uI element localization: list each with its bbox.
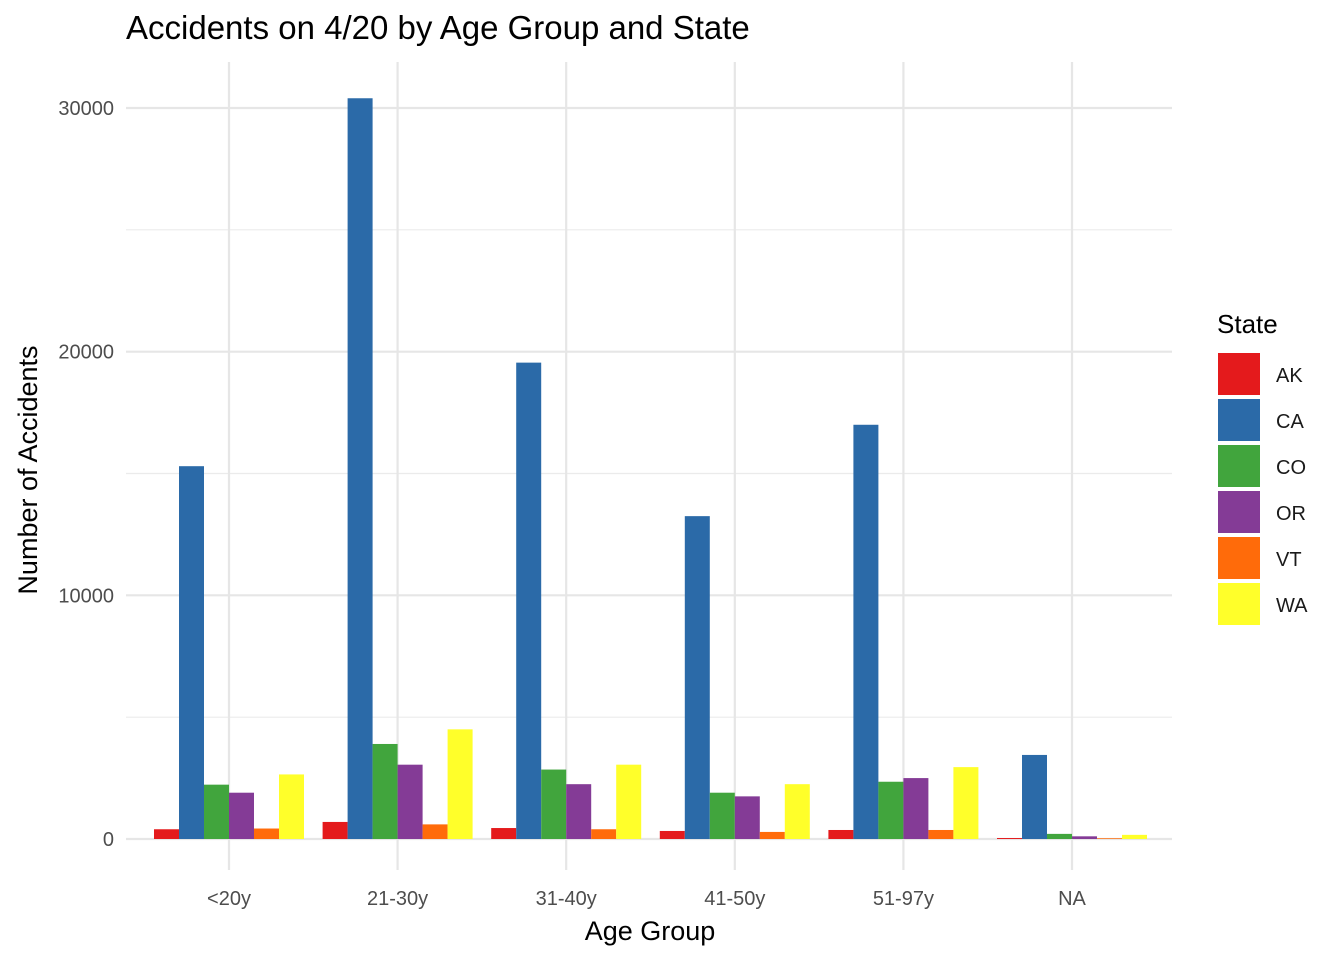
y-tick-label: 10000 — [58, 585, 114, 607]
bar-or-0 — [229, 792, 254, 839]
legend-title: State — [1217, 309, 1278, 339]
y-axis-title: Number of Accidents — [13, 345, 43, 594]
legend-label-ak: AK — [1276, 365, 1303, 387]
bar-ca-2 — [516, 362, 542, 839]
bar-wa-0 — [279, 774, 304, 839]
bar-ca-0 — [179, 466, 204, 839]
y-axis-ticks: 0 10000 20000 30000 — [58, 98, 114, 851]
legend: State AK CA CO OR VT WA — [1217, 309, 1308, 625]
x-tick-label: 31-40y — [536, 888, 597, 910]
bar-wa-2 — [616, 764, 642, 839]
bar-vt-2 — [591, 829, 617, 839]
grid — [126, 62, 1172, 870]
bar-ak-4 — [828, 829, 854, 839]
bar-or-2 — [566, 784, 592, 839]
bar-ak-3 — [659, 830, 685, 839]
bar-wa-4 — [953, 767, 979, 839]
bar-ca-1 — [347, 98, 373, 839]
bar-or-3 — [734, 796, 760, 839]
bar-wa-1 — [447, 729, 473, 839]
bar-co-2 — [541, 769, 567, 839]
y-tick-label: 0 — [103, 829, 114, 851]
legend-label-vt: VT — [1276, 549, 1302, 571]
bar-co-5 — [1047, 833, 1072, 839]
legend-swatch-wa — [1218, 583, 1260, 625]
legend-swatch-vt — [1218, 537, 1260, 579]
legend-label-co: CO — [1276, 457, 1306, 479]
bar-vt-1 — [422, 824, 448, 839]
bar-wa-3 — [784, 784, 810, 839]
legend-swatch-ak — [1218, 353, 1260, 395]
bar-co-1 — [372, 743, 398, 839]
x-axis-ticks: <20y 21-30y 31-40y 41-50y 51-97y NA — [207, 888, 1087, 910]
bar-ca-3 — [684, 516, 710, 839]
legend-label-wa: WA — [1276, 595, 1308, 617]
bar-wa-5 — [1122, 834, 1147, 839]
y-tick-label: 20000 — [58, 342, 114, 364]
bar-vt-3 — [759, 831, 785, 839]
x-tick-label: 21-30y — [367, 888, 428, 910]
legend-swatch-or — [1218, 491, 1260, 533]
bar-co-0 — [204, 784, 229, 839]
bar-ak-2 — [491, 828, 517, 839]
bar-vt-4 — [928, 829, 954, 839]
bar-vt-0 — [254, 828, 279, 839]
bar-ca-5 — [1022, 754, 1047, 839]
bar-vt-5 — [1097, 838, 1122, 839]
x-tick-label: NA — [1058, 888, 1086, 910]
legend-swatch-ca — [1218, 399, 1260, 441]
bar-ak-5 — [997, 838, 1022, 839]
legend-label-or: OR — [1276, 503, 1306, 525]
bar-or-1 — [397, 764, 423, 839]
bar-ak-0 — [154, 829, 179, 839]
bars — [154, 98, 1147, 839]
bar-ak-1 — [322, 821, 348, 839]
legend-items: AK CA CO OR VT WA — [1218, 353, 1308, 625]
bar-or-4 — [903, 778, 929, 839]
x-axis-title: Age Group — [585, 916, 716, 946]
x-tick-label: <20y — [207, 888, 251, 910]
bar-or-5 — [1072, 836, 1097, 839]
bar-co-4 — [878, 781, 904, 839]
bar-co-3 — [709, 792, 735, 839]
x-tick-label: 51-97y — [873, 888, 934, 910]
legend-label-ca: CA — [1276, 411, 1304, 433]
chart-title: Accidents on 4/20 by Age Group and State — [126, 9, 750, 46]
x-tick-label: 41-50y — [704, 888, 765, 910]
legend-swatch-co — [1218, 445, 1260, 487]
y-tick-label: 30000 — [58, 98, 114, 120]
bar-ca-4 — [853, 424, 879, 839]
